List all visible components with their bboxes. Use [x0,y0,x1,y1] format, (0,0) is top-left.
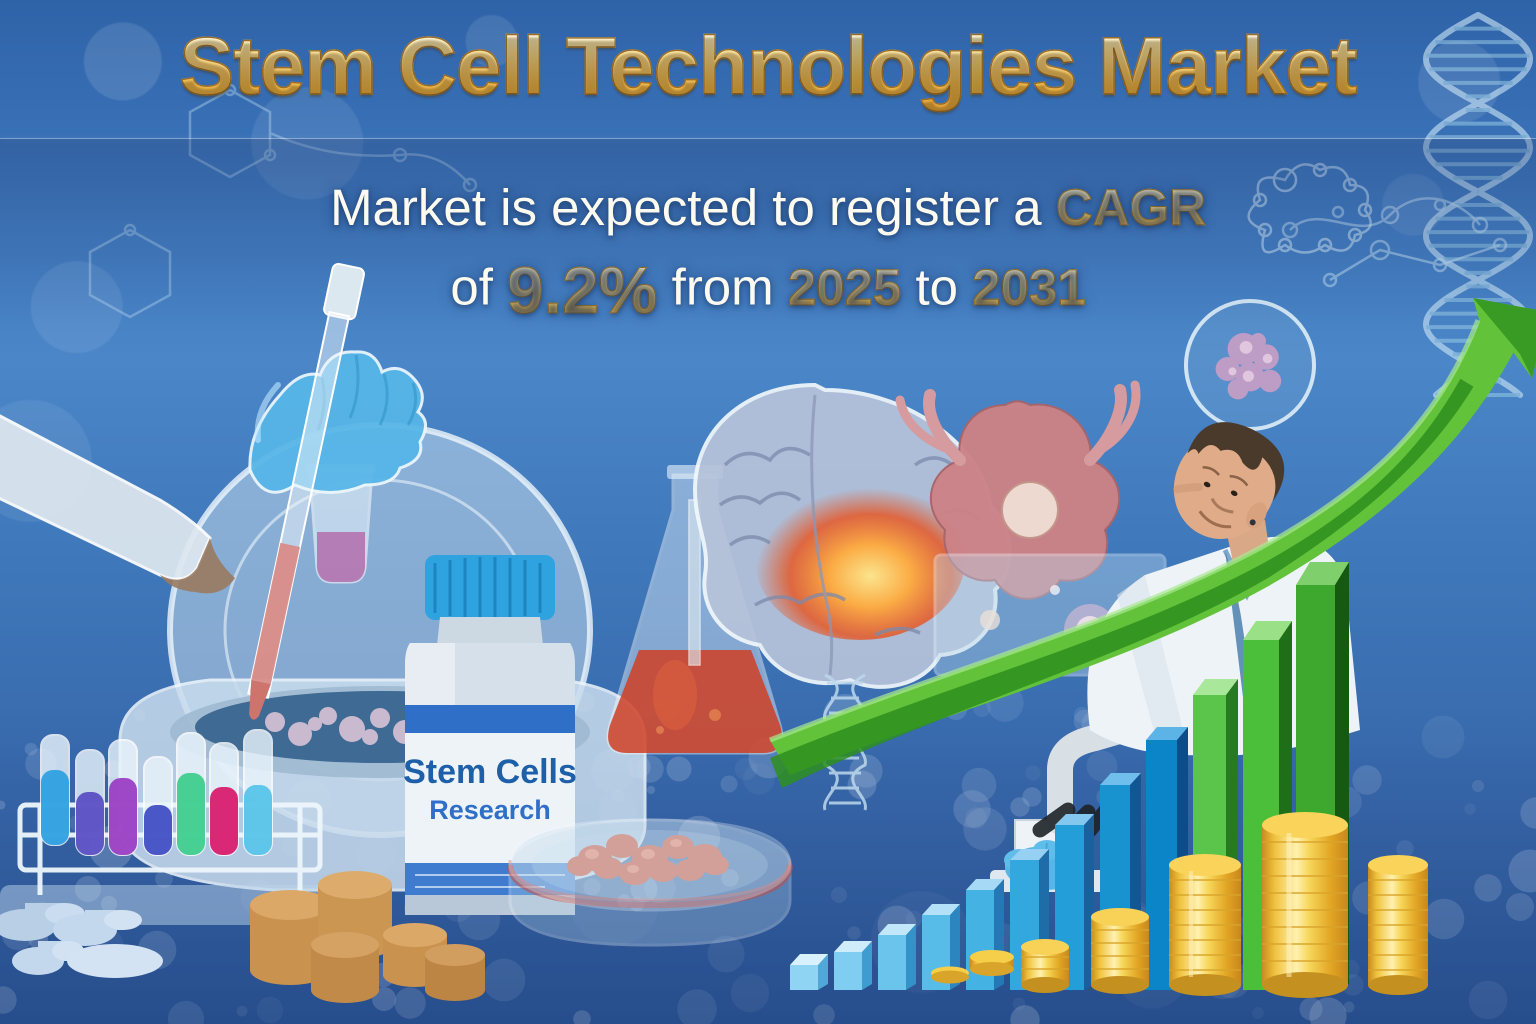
svg-text:Research: Research [429,795,551,825]
svg-text:Stem Cells: Stem Cells [403,753,577,791]
